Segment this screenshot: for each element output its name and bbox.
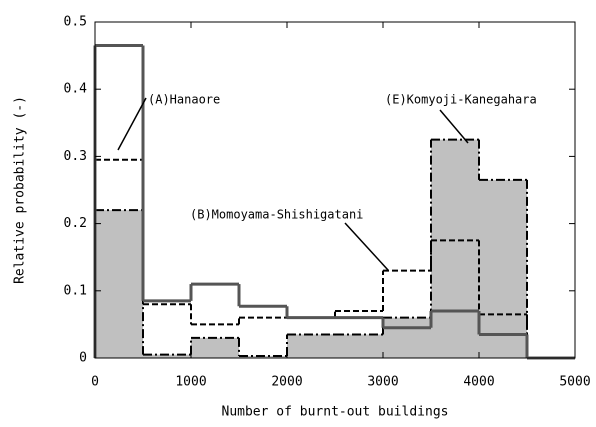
- series-label: (E)Komyoji-Kanegahara: [385, 93, 537, 107]
- y-tick-label: 0: [79, 351, 87, 366]
- histogram-fill: [479, 179, 527, 358]
- series-label: (A)Hanaore: [148, 93, 220, 107]
- plot-frame: [94, 21, 576, 359]
- x-tick-label: 2000: [271, 375, 302, 390]
- y-tick-label: 0.1: [64, 283, 87, 298]
- series-label: (B)Momoyama-Shishigatani: [190, 208, 363, 222]
- histogram-fill: [143, 354, 191, 358]
- x-axis-label: Number of burnt-out buildings: [222, 405, 449, 420]
- x-tick-label: 5000: [559, 375, 590, 390]
- y-tick-label: 0.2: [64, 216, 87, 231]
- histogram-fill: [287, 334, 335, 358]
- y-tick-label: 0.5: [64, 15, 87, 30]
- histogram-fill: [383, 317, 431, 358]
- leader-line: [439, 109, 469, 144]
- leader-line: [117, 97, 147, 151]
- y-tick-label: 0.4: [64, 82, 88, 97]
- histogram-fill: [335, 334, 383, 358]
- histogram-fill: [95, 210, 143, 358]
- y-tick-label: 0.3: [64, 149, 87, 164]
- histogram-fill: [431, 139, 479, 358]
- x-tick-label: 0: [91, 375, 99, 390]
- histogram-fill: [191, 337, 239, 358]
- x-tick-label: 1000: [175, 375, 206, 390]
- y-axis-label: Relative probability (-): [13, 96, 28, 284]
- leader-line: [344, 222, 389, 271]
- x-tick-label: 4000: [463, 375, 494, 390]
- x-tick-label: 3000: [367, 375, 398, 390]
- histogram-fill: [239, 355, 287, 358]
